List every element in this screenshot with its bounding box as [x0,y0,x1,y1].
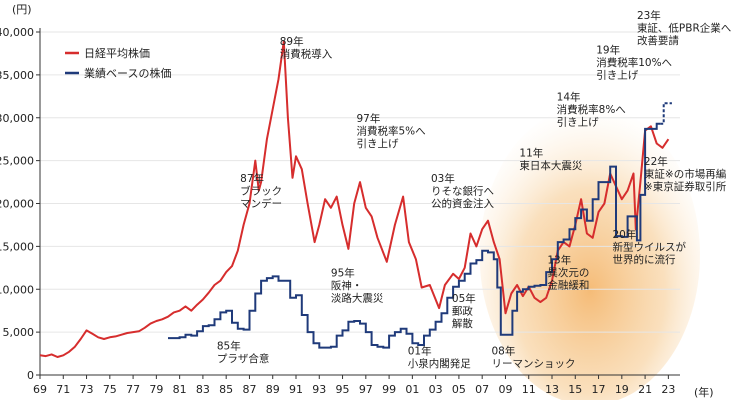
y-tick-label: 25,000 [0,155,34,168]
annotation-line: 異次元の [547,266,589,279]
annotation-22: 22年東証※の市場再編※東京証券取引所 [644,155,727,193]
annotation-line: リーマンショック [491,358,575,370]
annotation-89: 89年消費税導入 [280,35,333,61]
annotation-line: プラザ合意 [217,352,270,365]
annotation-line: 引き上げ [357,137,399,150]
x-tick-label: 07 [475,383,489,396]
x-tick-label: 03 [429,383,443,396]
annotation-line: 05年 [452,292,476,305]
annotation-87: 87年ブラックマンデー [240,172,282,210]
annotation-line: 03年 [431,172,455,185]
annotation-line: 89年 [280,35,304,48]
y-tick-label: 20,000 [0,198,34,211]
annotation-line: ※東京証券取引所 [644,180,727,193]
annotation-line: 消費税率8%へ [557,103,626,116]
annotation-95: 95年阪神・淡路大震災 [331,266,384,304]
annotation-line: 新型ウイルスが [613,240,687,253]
annotation-line: 郵政 [452,305,473,318]
annotation-line: 85年 [217,339,241,352]
annotation-line: マンデー [240,197,282,210]
annotation-line: 引き上げ [557,116,599,129]
x-tick-label: 97 [359,383,373,396]
annotation-line: 東証※の市場再編 [644,167,726,180]
annotation-line: 解散 [452,317,473,330]
x-tick-label: 91 [289,383,303,396]
x-tick-label: 21 [638,383,652,396]
x-tick-labels: 69 71 73 75 77 79 81 83 85 87 89 91 93 95 97 99 01 03 05 07… [33,383,675,396]
annotation-23: 23年東証、低PBR企業へ改善要請 [637,9,731,47]
legend-label: 業績ベースの株価 [84,66,171,80]
x-tick-label: 17 [592,383,606,396]
x-tick-label: 75 [103,383,117,396]
annotation-line: 改善要請 [637,34,679,47]
x-unit-label: (年) [694,385,714,399]
annotation-line: 20年 [613,228,637,241]
x-tick-label: 71 [56,383,70,396]
annotation-19: 19年消費税率10%へ引き上げ [596,43,672,81]
annotation-line: 13年 [547,254,571,267]
x-tick-label: 15 [568,383,582,396]
y-tick-label: 15,000 [0,240,34,253]
x-tick-label: 87 [242,383,256,396]
x-tick-label: 79 [149,383,163,396]
annotation-line: 淡路大震災 [331,291,384,304]
annotation-line: 消費税導入 [280,47,333,60]
x-tick-label: 13 [545,383,559,396]
annotation-line: 95年 [331,266,355,279]
series-line-earnings-projection [660,103,672,124]
annotation-line: 阪神・ [331,279,363,292]
annotation-line: 97年 [357,112,381,125]
x-tick-label: 77 [126,383,140,396]
x-tick-label: 09 [498,383,512,396]
annotation-line: 19年 [596,43,620,56]
x-tick-label: 69 [33,383,47,396]
x-tick-label: 85 [219,383,233,396]
annotation-line: 23年 [637,9,661,22]
y-tick-label: 5,000 [3,326,35,339]
y-tick-label: 0 [27,369,34,382]
y-tick-label: 35,000 [0,69,34,82]
x-tick-label: 95 [336,383,350,396]
y-tick-label: 30,000 [0,112,34,125]
annotation-line: 引き上げ [596,68,638,81]
annotation-line: ブラック [240,185,282,198]
x-tick-label: 19 [615,383,629,396]
annotation-line: 11年 [519,146,543,159]
annotation-line: 01年 [408,344,432,357]
annotation-line: 消費税率5%へ [357,125,426,138]
x-tick-label: 73 [80,383,94,396]
annotation-03: 03年りそな銀行へ公的資金注入 [431,172,494,210]
x-tick-label: 93 [312,383,326,396]
annotation-line: 小泉内閣発足 [408,357,471,370]
annotation-line: 金融緩和 [547,279,589,292]
annotation-line: 世界的に流行 [613,253,676,266]
annotation-line: 87年 [240,172,264,185]
x-tick-label: 99 [382,383,396,396]
annotation-line: 14年 [557,91,581,104]
x-tick-label: 23 [661,383,675,396]
annotation-line: 22年 [644,155,668,168]
x-tick-label: 11 [522,383,536,396]
x-tick-label: 01 [405,383,419,396]
annotation-line: 08年 [491,344,515,357]
annotation-05: 05年郵政解散 [452,292,476,330]
x-tick-label: 81 [173,383,187,396]
chart: 0 5,000 10,000 15,000 20,000 25,000 30,000 35,0… [0,0,740,400]
y-tick-label: 40,000 [0,26,34,39]
y-unit-label: (円) [12,3,32,16]
legend-label: 日経平均株価 [84,46,150,60]
y-tick-labels: 0 5,000 10,000 15,000 20,000 25,000 30,000 35,0… [0,26,34,382]
annotation-line: りそな銀行へ [431,185,494,198]
annotation-85: 85年プラザ合意 [217,339,270,365]
annotation-01: 01年小泉内閣発足 [408,344,471,370]
x-tick-label: 05 [452,383,466,396]
annotation-line: 消費税率10%へ [596,56,672,69]
annotation-line: 公的資金注入 [431,197,494,210]
annotation-line: 東日本大震災 [519,159,582,172]
annotation-line: 東証、低PBR企業へ [637,22,731,35]
x-tick-label: 89 [266,383,280,396]
y-tick-label: 10,000 [0,283,34,296]
x-tick-label: 83 [196,383,210,396]
